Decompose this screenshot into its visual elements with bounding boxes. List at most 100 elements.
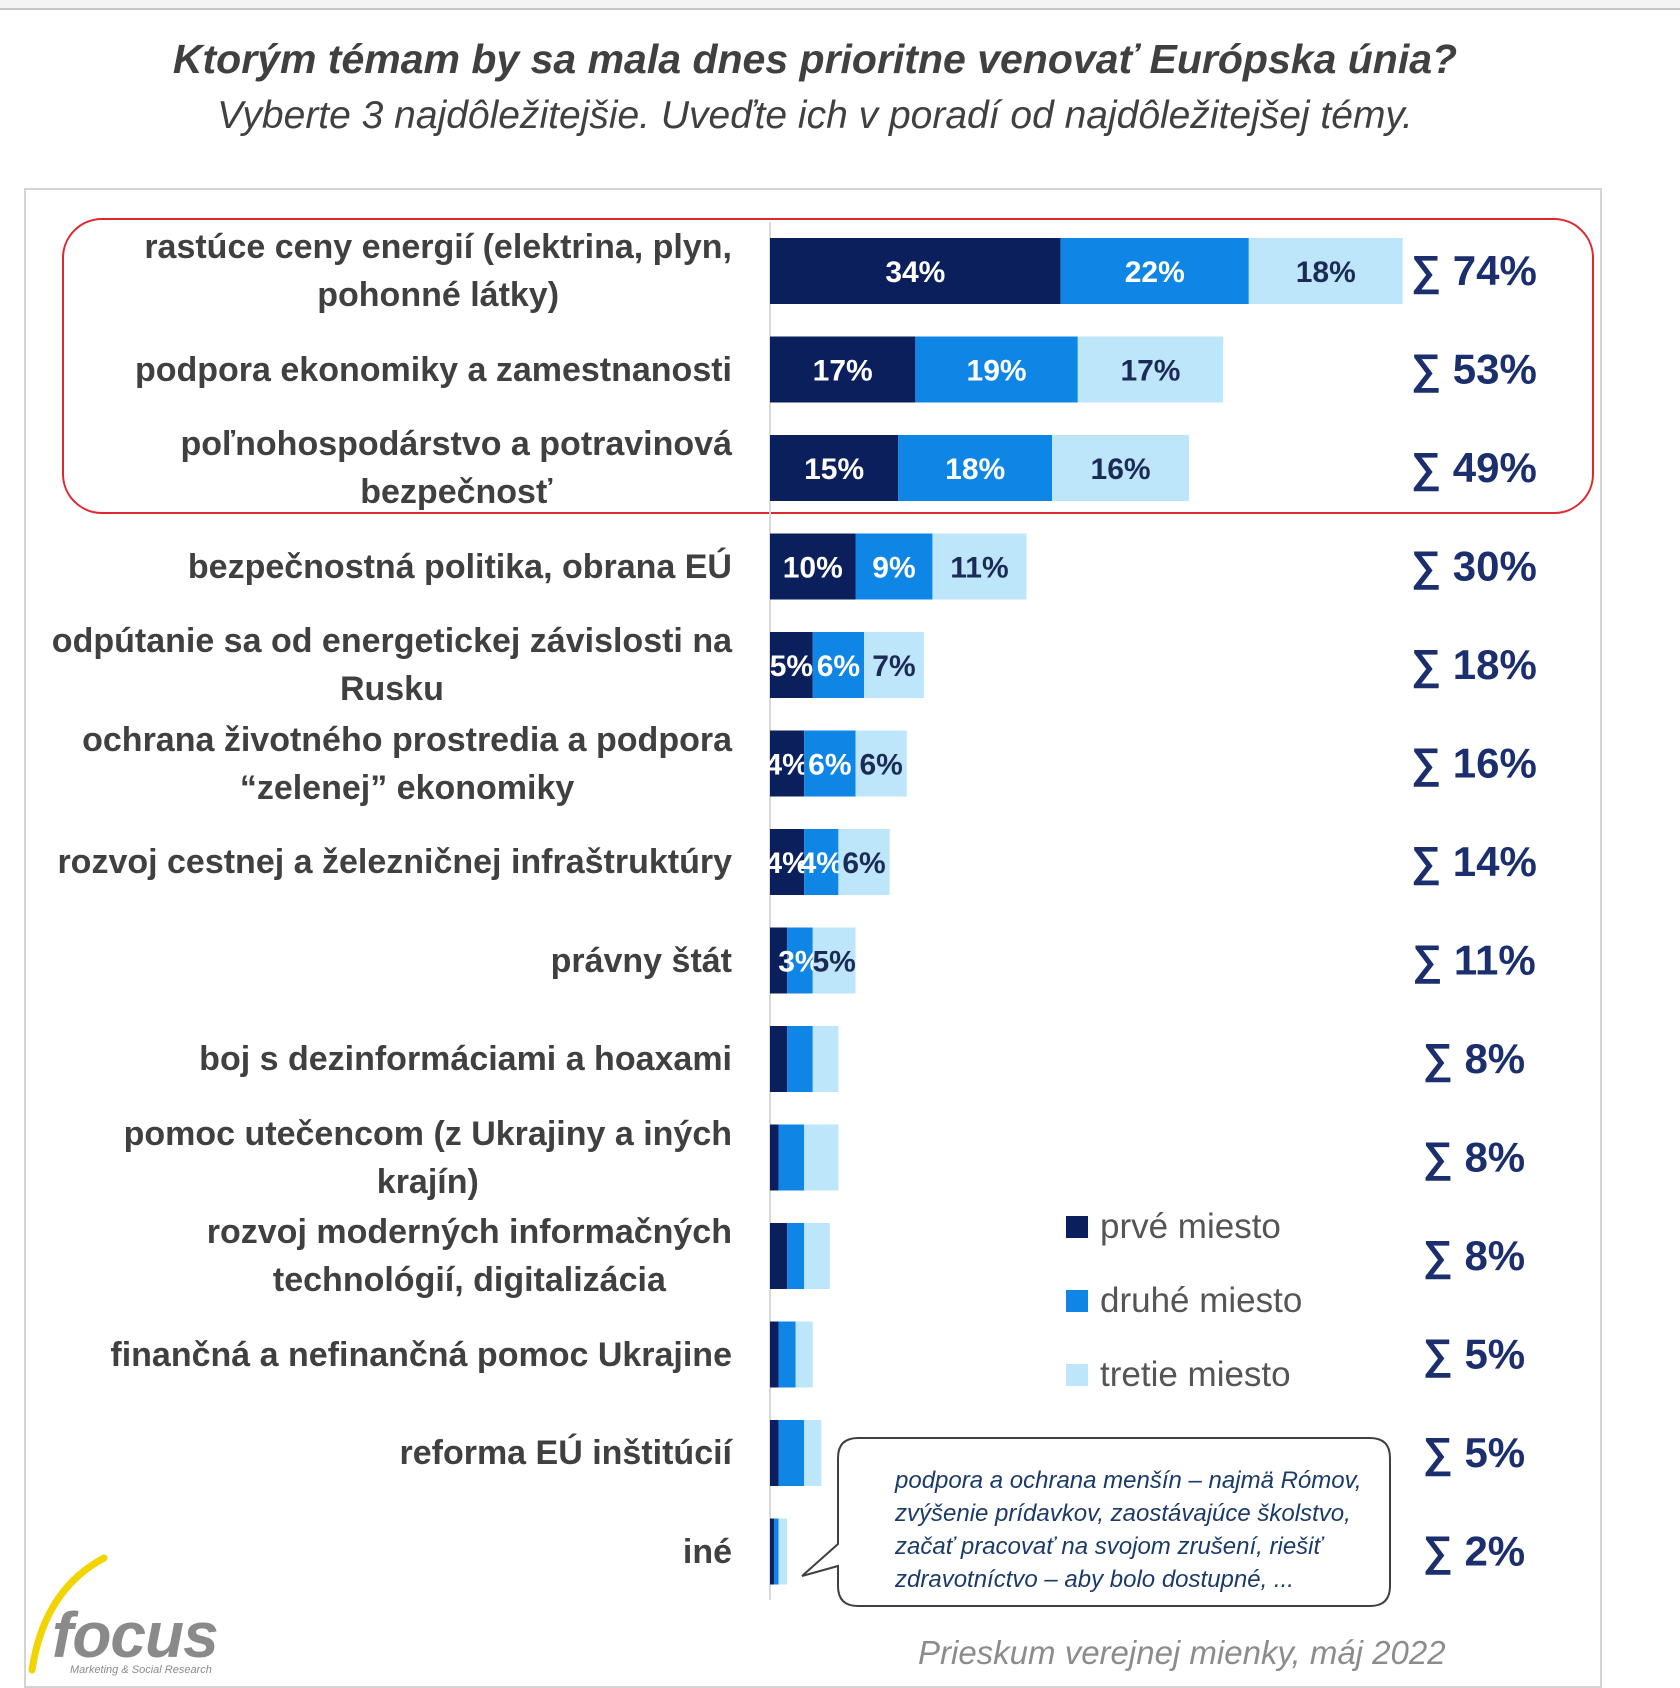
legend-label-second: druhé miesto (1100, 1281, 1303, 1320)
category-label: ochrana životného prostredia a podpora “z… (82, 716, 732, 812)
legend-swatch-third (1066, 1364, 1088, 1386)
bar-segment-third (804, 1223, 830, 1289)
category-label: boj s dezinformáciami a hoaxami (199, 1035, 732, 1083)
bar-value-label: 19% (967, 355, 1027, 388)
bar-segment-second (804, 829, 839, 895)
bar-value-label: 6% (859, 749, 902, 782)
sum-label: ∑ 5% (1423, 1429, 1525, 1477)
sum-label: ∑ 8% (1423, 1035, 1525, 1083)
bar-value-label: 6% (808, 749, 851, 782)
sum-label: ∑ 16% (1411, 740, 1537, 788)
category-label-line: boj s dezinformáciami a hoaxami (199, 1040, 732, 1078)
bar-value-label: 4% (765, 749, 808, 782)
bar-segment-third (1077, 336, 1224, 403)
bar-segment-third (804, 1420, 822, 1486)
bar-value-label: 6% (842, 847, 885, 880)
bar-segment-second (778, 1321, 796, 1388)
legend-item-first: prvé miesto (1066, 1190, 1302, 1264)
bar-value-label: 18% (1296, 256, 1356, 289)
bar-segment-second (1060, 238, 1249, 304)
sum-label: ∑ 2% (1423, 1528, 1525, 1576)
category-label-line: bezpečnosť (360, 473, 553, 511)
bar-segment-second (804, 730, 856, 797)
source-note: Prieskum verejnej mienky, máj 2022 (918, 1634, 1446, 1671)
category-label-line: bezpečnostná politika, obrana EÚ (187, 547, 732, 586)
category-label: iné (683, 1528, 732, 1576)
bar-segment-second (898, 435, 1053, 501)
category-label-line: ochrana životného prostredia a podpora (82, 720, 732, 759)
category-label: právny štát (551, 937, 732, 985)
category-label: reforma EÚ inštitúcií (399, 1429, 732, 1477)
category-label-line: odpútanie sa od energetickej závislosti … (51, 622, 732, 660)
bar-value-label: 5% (770, 650, 813, 683)
legend-item-third: tretie miesto (1066, 1338, 1302, 1412)
category-label-line: pohonné látky) (317, 276, 560, 314)
category-label-line: rastúce ceny energií (elektrina, plyn, (144, 228, 732, 266)
sum-label: ∑ 8% (1423, 1232, 1525, 1280)
bar-value-label: 22% (1125, 256, 1185, 289)
bar-segment-third (1052, 435, 1189, 501)
category-label-line: krajín) (376, 1162, 479, 1201)
category-label: rozvoj cestnej a železničnej infraštrukt… (57, 838, 732, 886)
bar-segment-third (812, 927, 856, 994)
bar-segment-third (804, 1124, 839, 1191)
legend-item-second: druhé miesto (1066, 1264, 1302, 1338)
bar-segment-first (770, 1026, 788, 1092)
focus-logo-tagline: Marketing & Social Research (70, 1664, 212, 1676)
category-label: odpútanie sa od energetickej závislosti … (52, 617, 732, 713)
bar-segment-third (864, 632, 924, 698)
legend-swatch-second (1066, 1290, 1088, 1312)
bar-value-label: 34% (885, 256, 945, 289)
category-label-line: pomoc utečencom (z Ukrajiny a iných (123, 1114, 732, 1153)
bar-segment-first (770, 730, 805, 797)
bar-segment-third (838, 829, 890, 895)
category-label-line: rozvoj cestnej a železničnej infraštrukt… (57, 843, 732, 881)
legend-label-third: tretie miesto (1100, 1355, 1291, 1394)
bar-segment-second (787, 1223, 805, 1289)
bar-value-label: 6% (817, 650, 860, 683)
legend: prvé miesto druhé miesto tretie miesto (1066, 1190, 1302, 1412)
category-label: pomoc utečencom (z Ukrajiny a iných krají… (124, 1110, 732, 1206)
bar-value-label: 4% (800, 847, 843, 880)
sum-label: ∑ 30% (1411, 543, 1537, 591)
sum-label: ∑ 8% (1423, 1134, 1525, 1182)
bar-segment-second (787, 1026, 813, 1092)
bar-value-label: 18% (945, 453, 1005, 486)
bar-value-label: 5% (812, 946, 855, 979)
window-top-border (0, 0, 1680, 10)
bar-segment-first (770, 1321, 779, 1388)
category-label-line: technológií, digitalizácia (272, 1261, 666, 1299)
category-label-line: reforma EÚ inštitúcií (399, 1434, 732, 1472)
focus-logo: focus (52, 1599, 219, 1671)
category-label: finančná a nefinančná pomoc Ukrajine (110, 1331, 732, 1379)
category-label: podpora ekonomiky a zamestnanosti (135, 346, 732, 394)
sum-label: ∑ 18% (1411, 641, 1537, 689)
bar-segment-first (770, 336, 916, 403)
category-label-line: poľnohospodárstvo a potravinová (180, 425, 733, 463)
callout-text: podpora a ochrana menšín – najmä Rómov, … (895, 1467, 1362, 1593)
chart-title: Ktorým témam by sa mala dnes prioritne v… (172, 36, 1458, 82)
category-label-line: iné (682, 1532, 732, 1571)
bar-value-label: 11% (950, 552, 1008, 585)
bar-segment-third (778, 1518, 788, 1585)
bar-segment-second (812, 632, 865, 698)
bar-value-label: 16% (1091, 453, 1151, 486)
bar-segment-second (855, 533, 933, 600)
bar-segment-first (770, 632, 813, 698)
category-label: rozvoj moderných informačných technológií… (207, 1208, 732, 1304)
category-label: bezpečnostná politika, obrana EÚ (188, 543, 732, 591)
bar-segment-first (770, 1518, 775, 1585)
bar-segment-third (855, 730, 907, 797)
bar-segment-second (915, 336, 1078, 403)
legend-label-first: prvé miesto (1100, 1207, 1281, 1246)
bar-segment-first (770, 927, 788, 994)
sum-label: ∑ 49% (1411, 444, 1537, 492)
category-label: poľnohospodárstvo a potravinová bezpečnos… (181, 420, 733, 516)
sum-label: ∑ 5% (1423, 1331, 1525, 1379)
category-label-line: Rusku (339, 670, 444, 708)
category-label-line: právny štát (550, 941, 732, 980)
bar-segment-first (770, 829, 805, 895)
bar-segment-third (795, 1321, 813, 1388)
bar-segment-third (812, 1026, 839, 1092)
